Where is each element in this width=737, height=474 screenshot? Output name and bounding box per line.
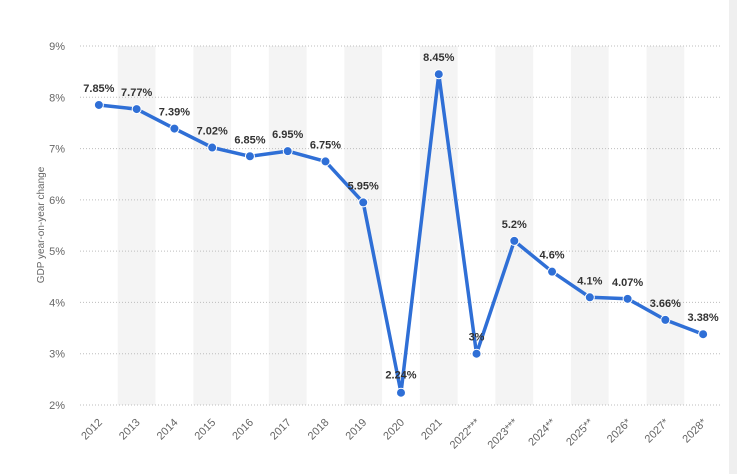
- data-labels: 7.85% 7.77% 7.39% 7.02% 6.85% 6.95% 6.75% 5.95%…: [83, 52, 719, 381]
- band-11: [495, 46, 534, 405]
- data-label: 6.95%: [272, 129, 303, 141]
- data-label: 7.02%: [197, 126, 228, 138]
- x-tick-label: 2022***: [448, 416, 483, 451]
- data-point[interactable]: [622, 293, 633, 304]
- data-label: 3.66%: [650, 298, 681, 310]
- grid-lines: [80, 45, 722, 406]
- data-points: [93, 69, 709, 398]
- data-point[interactable]: [358, 197, 369, 208]
- data-point[interactable]: [471, 348, 482, 359]
- scrollbar[interactable]: [729, 0, 737, 474]
- data-point[interactable]: [207, 142, 218, 153]
- data-label: 5.2%: [502, 219, 527, 231]
- data-label: 4.6%: [540, 250, 565, 262]
- x-tick-label: 2028*: [680, 416, 709, 445]
- data-point[interactable]: [660, 314, 671, 325]
- y-tick-label: 3%: [49, 349, 65, 361]
- x-tick-label: 2023***: [486, 416, 521, 451]
- x-tick-label: 2016: [230, 417, 256, 443]
- x-tick-label: 2025**: [564, 416, 596, 448]
- data-point[interactable]: [698, 329, 709, 340]
- data-point[interactable]: [547, 266, 558, 277]
- x-tick-label: 2018: [306, 417, 332, 443]
- data-label: 6.75%: [310, 139, 341, 151]
- band-3: [193, 46, 232, 405]
- band-13: [570, 46, 609, 405]
- data-point[interactable]: [169, 123, 180, 134]
- data-label: 5.95%: [348, 180, 379, 192]
- band-9: [419, 46, 458, 405]
- x-tick-label: 2012: [79, 417, 105, 443]
- data-point[interactable]: [131, 104, 142, 115]
- x-axis: 2012 2013 2014 2015 2016 2017 2018 2019 2020 2021…: [79, 416, 710, 451]
- x-tick-label: 2021: [419, 417, 445, 443]
- x-tick-label: 2026*: [605, 416, 634, 445]
- data-label: 4.1%: [577, 275, 602, 287]
- y-tick-label: 9%: [49, 41, 65, 53]
- data-label: 3.38%: [688, 312, 719, 324]
- band-15: [646, 46, 685, 405]
- y-tick-label: 4%: [49, 297, 65, 309]
- x-tick-label: 2015: [192, 417, 218, 443]
- x-tick-label: 2027*: [643, 416, 672, 445]
- data-point[interactable]: [584, 292, 595, 303]
- x-tick-label: 2013: [117, 417, 143, 443]
- y-axis-title: GDP year-on-year change: [36, 166, 47, 283]
- data-point[interactable]: [320, 156, 331, 167]
- data-label: 2.24%: [385, 370, 416, 382]
- x-tick-label: 2014: [155, 417, 181, 443]
- y-tick-label: 6%: [49, 195, 65, 207]
- data-point[interactable]: [93, 99, 104, 110]
- band-5: [268, 46, 307, 405]
- x-tick-label: 2020: [381, 417, 407, 443]
- data-point[interactable]: [244, 151, 255, 162]
- y-tick-label: 8%: [49, 92, 65, 104]
- y-tick-label: 5%: [49, 246, 65, 258]
- y-axis: 2% 3% 4% 5% 6% 7% 8% 9%: [49, 41, 65, 412]
- alternating-bands: [117, 46, 685, 405]
- band-1: [117, 46, 156, 405]
- data-point[interactable]: [509, 235, 520, 246]
- data-label: 6.85%: [234, 134, 265, 146]
- data-label: 7.85%: [83, 83, 114, 95]
- data-point[interactable]: [282, 146, 293, 157]
- series-line: [97, 72, 705, 395]
- data-label: 7.77%: [121, 87, 152, 99]
- data-label: 7.39%: [159, 107, 190, 119]
- band-7: [344, 46, 383, 405]
- data-label: 8.45%: [423, 52, 454, 64]
- data-label: 3%: [469, 332, 485, 344]
- x-tick-label: 2017: [268, 417, 294, 443]
- data-point[interactable]: [396, 387, 406, 398]
- y-tick-label: 7%: [49, 144, 65, 156]
- data-point[interactable]: [433, 69, 444, 80]
- data-label: 4.07%: [612, 277, 643, 289]
- x-tick-label: 2024**: [526, 416, 558, 448]
- x-tick-label: 2019: [344, 417, 370, 443]
- y-tick-label: 2%: [49, 400, 65, 412]
